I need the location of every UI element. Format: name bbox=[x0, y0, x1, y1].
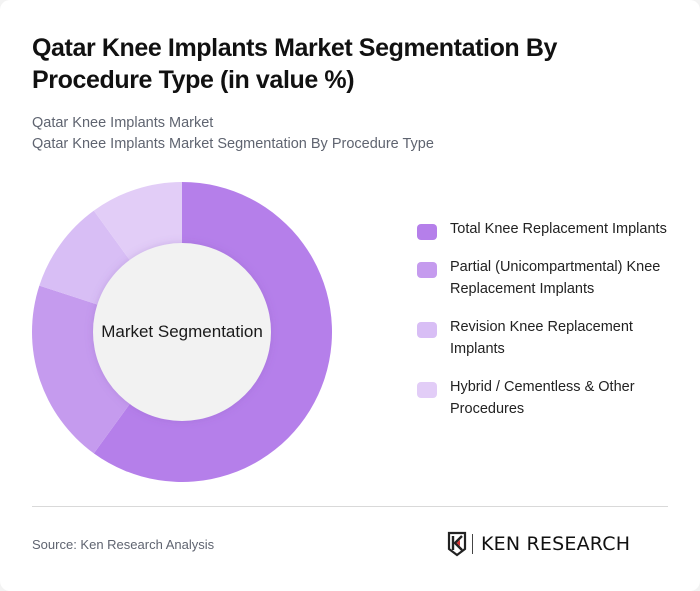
ken-research-shield-icon bbox=[447, 531, 467, 557]
legend-label: Revision Knee Replacement Implants bbox=[450, 319, 633, 357]
ken-research-logo: KEN RESEARCH bbox=[447, 530, 630, 558]
footer-divider bbox=[32, 506, 668, 507]
legend-swatch bbox=[417, 322, 437, 338]
legend-swatch bbox=[417, 262, 437, 278]
legend-label: Partial (Unicompartmental) Knee Replacem… bbox=[450, 259, 661, 297]
subtitle-segmentation: Qatar Knee Implants Market Segmentation … bbox=[32, 136, 434, 152]
legend-swatch bbox=[417, 224, 437, 240]
legend-swatch bbox=[417, 382, 437, 398]
donut-chart bbox=[32, 182, 332, 482]
logo-separator bbox=[472, 534, 473, 554]
source-note: Source: Ken Research Analysis bbox=[32, 537, 215, 552]
legend-item-partial-knee[interactable]: Partial (Unicompartmental) Knee Replacem… bbox=[417, 256, 677, 300]
chart-legend: Total Knee Replacement Implants Partial … bbox=[417, 218, 677, 436]
logo-text: KEN RESEARCH bbox=[481, 533, 631, 555]
subtitle-market: Qatar Knee Implants Market bbox=[32, 115, 214, 131]
legend-item-revision-knee[interactable]: Revision Knee Replacement Implants bbox=[417, 316, 677, 360]
legend-label: Total Knee Replacement Implants bbox=[450, 221, 667, 237]
chart-subtitle: Qatar Knee Implants Market Qatar Knee Im… bbox=[32, 113, 434, 155]
legend-label: Hybrid / Cementless & Other Procedures bbox=[450, 379, 635, 417]
legend-item-hybrid-cementless[interactable]: Hybrid / Cementless & Other Procedures bbox=[417, 376, 677, 420]
chart-title: Qatar Knee Implants Market Segmentation … bbox=[32, 34, 558, 94]
legend-item-total-knee[interactable]: Total Knee Replacement Implants bbox=[417, 218, 677, 240]
donut-hole bbox=[93, 243, 271, 421]
